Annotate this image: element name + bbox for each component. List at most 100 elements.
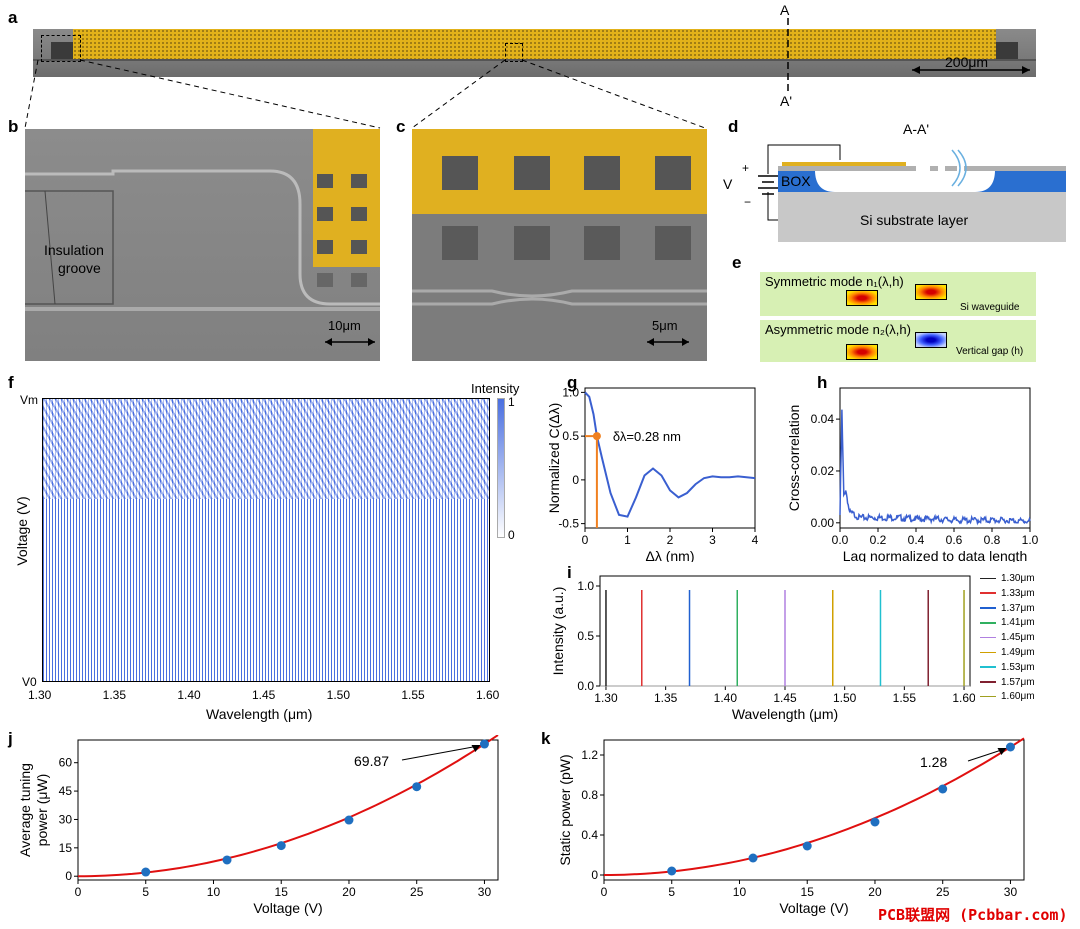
- panel-e-asymmetric-label: Asymmetric mode n₂(λ,h): [765, 322, 911, 337]
- panel-j-point: [141, 867, 151, 877]
- panel-h-frame: [839, 387, 1031, 529]
- panel-f-xtick-label: 1.30: [28, 688, 52, 702]
- panel-h-xtick-label: 0.4: [908, 533, 925, 547]
- panel-d-voltage-label: V: [723, 176, 733, 192]
- panel-k-point: [938, 784, 948, 794]
- panel-a-left-pad: [51, 42, 73, 59]
- panel-j-ytick-label: 60: [59, 756, 73, 770]
- panel-c-scalebar: [647, 338, 689, 346]
- panel-k-xtick-label: 30: [1004, 885, 1018, 899]
- panel-k-xtick-label: 10: [733, 885, 747, 899]
- panel-k-ytick-label: 1.2: [581, 748, 598, 762]
- panel-j-xlabel: Voltage (V): [253, 900, 322, 916]
- panel-a-gold-electrode: [73, 29, 996, 59]
- panel-h-xtick-label: 1.0: [1022, 533, 1039, 547]
- panel-i-ytick-label: 0.5: [577, 629, 594, 643]
- panel-k-annotation-arrow: [967, 748, 1005, 762]
- panel-g-xtick-label: 1: [624, 533, 631, 547]
- panel-e-asymmetric-box: Asymmetric mode n₂(λ,h) Vertical gap (h): [760, 320, 1036, 362]
- panel-j-point: [276, 841, 286, 851]
- panel-j-ylabel: power (μW): [34, 774, 50, 847]
- panel-g-xtick-label: 0: [582, 533, 589, 547]
- panel-f-y-top: Vm: [20, 393, 38, 407]
- panel-i-xtick-label: 1.45: [773, 691, 797, 705]
- panel-k-annotation: 1.28: [920, 754, 947, 770]
- panel-h-xtick-label: 0.2: [870, 533, 887, 547]
- panel-a-section-bottom-label: A': [780, 93, 793, 109]
- panel-k-xtick-label: 0: [601, 885, 608, 899]
- panel-k-point: [748, 853, 758, 863]
- panel-label-b: b: [8, 117, 19, 136]
- panel-h-series-line: [839, 409, 1031, 526]
- panel-k-xlabel: Voltage (V): [779, 900, 848, 916]
- panel-k-xtick-label: 5: [668, 885, 675, 899]
- panel-i-xtick-label: 1.35: [654, 691, 678, 705]
- panel-j-ytick-label: 0: [65, 869, 72, 883]
- panel-j-fit-line: [78, 735, 499, 878]
- panel-f-xtick-label: 1.40: [177, 688, 201, 702]
- panel-f-xlabel: Wavelength (μm): [206, 706, 313, 722]
- panel-i-legend-entry: 1.60μm: [980, 690, 1035, 705]
- panel-k-point: [667, 866, 677, 876]
- panel-c-scale-label: 5μm: [652, 318, 678, 333]
- panel-i-xlabel: Wavelength (μm): [732, 706, 838, 722]
- panel-k-annotation-arrowhead: [997, 748, 1007, 755]
- panel-i-legend-entry: 1.33μm: [980, 587, 1035, 602]
- panel-i-legend-entry: 1.30μm: [980, 572, 1035, 587]
- panel-label-e: e: [732, 253, 742, 272]
- panel-d-minus: −: [744, 195, 752, 209]
- panel-f-xtick-label: 1.55: [401, 688, 425, 702]
- panel-a-zoom-box-left: [41, 35, 81, 62]
- panel-f-colorbar: [497, 398, 505, 538]
- panel-e-waveguide-note: Si waveguide: [960, 302, 1020, 313]
- panel-d-substrate-label: Si substrate layer: [860, 212, 969, 228]
- panel-a-waveguide-line: [33, 59, 1036, 61]
- panel-j-xtick-label: 25: [410, 885, 424, 899]
- panel-i-legend-entry: 1.53μm: [980, 661, 1035, 676]
- panel-label-c: c: [396, 117, 406, 136]
- panel-k-fit-line: [604, 737, 1025, 876]
- panel-j-annotation-arrow: [401, 745, 479, 761]
- panel-g-chart: 0 1 2 3 41.00.50-0.5Δλ (nm)Normalized C(Δλ) δ…: [546, 385, 759, 562]
- panel-i-xtick-label: 1.50: [833, 691, 857, 705]
- panel-label-d: d: [728, 117, 739, 136]
- panel-k-point: [802, 841, 812, 851]
- panel-f-colorbar-min: 0: [508, 528, 515, 542]
- panel-d-plus: +: [742, 161, 750, 175]
- panel-h-ylabel: Cross-correlation: [786, 405, 802, 512]
- panel-label-k: k: [541, 729, 551, 748]
- panel-i-legend-entry: 1.37μm: [980, 602, 1035, 617]
- panel-k-ytick-label: 0.4: [581, 828, 598, 842]
- panel-e-gap-note: Vertical gap (h): [956, 346, 1024, 357]
- panel-i-xtick-label: 1.30: [594, 691, 618, 705]
- panel-i-xtick-label: 1.40: [714, 691, 738, 705]
- panel-j-xtick-label: 5: [142, 885, 149, 899]
- panel-j-ytick-label: 30: [59, 812, 73, 826]
- panel-j-ytick-label: 15: [59, 841, 73, 855]
- panel-label-g: g: [567, 373, 578, 392]
- panel-f-colorbar-title: Intensity: [471, 381, 520, 396]
- panel-k-point: [870, 817, 880, 827]
- panel-h-ytick-label: 0.02: [811, 464, 835, 478]
- panel-c-sem-image: [412, 129, 707, 361]
- panel-j-xtick-label: 20: [342, 885, 356, 899]
- panel-j-xtick-label: 0: [75, 885, 82, 899]
- panel-b-scalebar: [325, 338, 375, 346]
- panel-label-i: i: [567, 563, 572, 582]
- panel-k-frame: [603, 739, 1025, 881]
- panel-g-xtick-label: 3: [709, 533, 716, 547]
- panel-g-frame: [584, 387, 756, 529]
- panel-k-point: [1005, 742, 1015, 752]
- panel-e-mode-1a: [846, 290, 878, 306]
- panel-g-annotation: δλ=0.28 nm: [613, 429, 681, 444]
- panel-f-xtick-label: 1.35: [102, 688, 127, 702]
- panel-f-xtick-label: 1.45: [252, 688, 276, 702]
- panel-a-right-pad: [996, 42, 1018, 59]
- panel-f-heatmap-top: [43, 399, 489, 499]
- panel-d-box-label: BOX: [781, 173, 811, 189]
- panel-g-series-line: [584, 391, 756, 518]
- panel-i-ytick-label: 1.0: [577, 579, 594, 593]
- panel-label-j: j: [8, 729, 13, 748]
- panel-b-sem-image: [25, 129, 380, 361]
- panel-i-legend-entry: 1.41μm: [980, 616, 1035, 631]
